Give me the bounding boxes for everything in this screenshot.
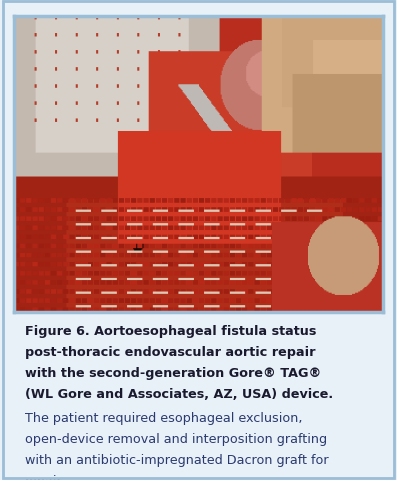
- Text: open-device removal and interposition grafting: open-device removal and interposition gr…: [25, 432, 327, 445]
- Text: with an antibiotic-impregnated Dacron graft for: with an antibiotic-impregnated Dacron gr…: [25, 453, 329, 467]
- Text: Figure 6. Aortoesophageal fistula status: Figure 6. Aortoesophageal fistula status: [25, 324, 316, 337]
- Text: The patient required esophageal exclusion,: The patient required esophageal exclusio…: [25, 411, 303, 424]
- Text: repair.: repair.: [25, 474, 66, 480]
- Text: with the second-generation Gore® TAG®: with the second-generation Gore® TAG®: [25, 366, 321, 379]
- Text: (WL Gore and Associates, AZ, USA) device.: (WL Gore and Associates, AZ, USA) device…: [25, 387, 333, 400]
- Text: post-thoracic endovascular aortic repair: post-thoracic endovascular aortic repair: [25, 345, 316, 358]
